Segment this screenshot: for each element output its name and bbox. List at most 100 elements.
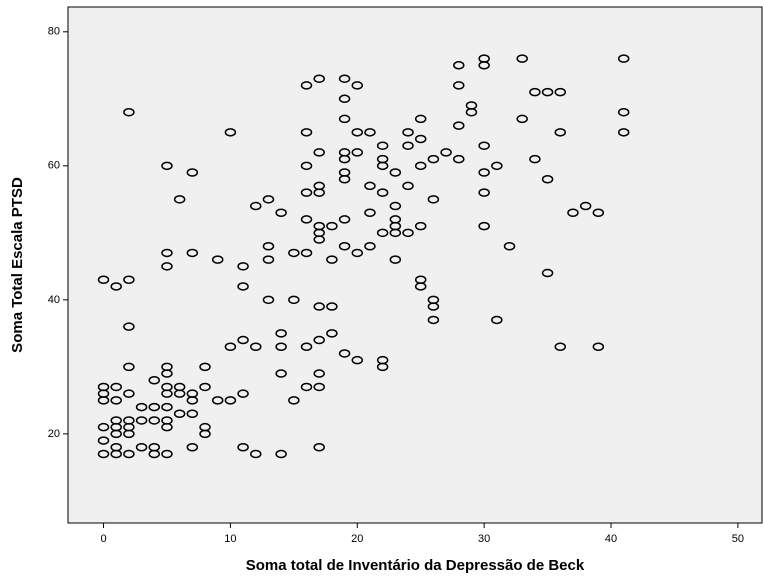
x-tick-label: 20: [351, 533, 363, 545]
point: [275, 369, 287, 378]
point: [541, 174, 554, 184]
point: [414, 221, 427, 231]
point: [478, 61, 490, 70]
point: [250, 342, 262, 352]
point: [313, 148, 325, 157]
point: [478, 141, 490, 150]
point: [402, 141, 414, 150]
point: [173, 389, 186, 398]
point: [262, 195, 275, 204]
point: [275, 329, 287, 338]
point: [529, 87, 541, 97]
point: [148, 449, 161, 459]
point: [148, 416, 161, 425]
point: [351, 248, 364, 258]
point: [338, 349, 351, 358]
point: [338, 154, 351, 164]
point: [579, 201, 592, 211]
point: [224, 396, 237, 405]
point: [313, 382, 325, 392]
point: [123, 429, 135, 439]
point: [313, 235, 325, 244]
point: [414, 114, 427, 124]
point: [453, 81, 465, 90]
point: [313, 335, 325, 345]
point: [161, 161, 173, 171]
y-tick-label: 80: [48, 26, 60, 38]
x-tick-label: 0: [100, 533, 106, 545]
x-tick-label: 30: [478, 533, 490, 545]
point: [237, 282, 249, 291]
point: [364, 208, 376, 217]
point: [313, 369, 325, 378]
point: [554, 87, 567, 97]
point: [376, 141, 389, 150]
point: [326, 255, 338, 264]
point: [300, 215, 313, 224]
point: [262, 255, 275, 264]
point: [123, 275, 135, 284]
point: [161, 402, 173, 412]
point: [224, 128, 237, 137]
point: [326, 302, 338, 311]
point: [338, 215, 351, 224]
point: [275, 449, 287, 459]
point: [516, 54, 528, 63]
point: [161, 262, 173, 271]
point: [376, 362, 389, 372]
point: [237, 389, 249, 398]
point: [453, 61, 465, 70]
point: [110, 282, 122, 291]
point: [313, 74, 325, 83]
point: [123, 362, 135, 372]
point: [186, 396, 199, 405]
point: [478, 188, 490, 197]
point: [351, 81, 364, 90]
point: [161, 389, 173, 398]
point: [300, 128, 313, 137]
point: [161, 369, 173, 378]
point: [541, 87, 554, 97]
point: [478, 168, 490, 177]
point: [351, 128, 364, 137]
point: [351, 355, 364, 365]
point: [237, 443, 249, 452]
point: [110, 429, 122, 439]
point: [250, 201, 262, 211]
point: [617, 54, 630, 63]
point: [123, 449, 135, 459]
y-tick-label: 60: [48, 160, 60, 172]
point: [541, 268, 554, 278]
point: [224, 342, 237, 352]
point: [427, 195, 440, 204]
point: [262, 241, 275, 251]
point: [326, 329, 338, 338]
point: [427, 302, 440, 311]
point: [364, 128, 376, 137]
point: [237, 335, 249, 345]
point: [300, 188, 313, 197]
point: [491, 161, 503, 171]
y-tick-label: 20: [48, 428, 60, 440]
point: [338, 114, 351, 124]
x-tick-label: 40: [605, 533, 617, 545]
x-tick-label: 10: [224, 533, 236, 545]
point: [275, 342, 287, 352]
point: [211, 396, 224, 405]
plot-area: [67, 6, 763, 524]
point: [135, 416, 148, 425]
point: [123, 107, 135, 117]
point: [376, 228, 389, 238]
point: [440, 148, 452, 157]
point: [364, 241, 376, 251]
point: [465, 107, 478, 117]
point: [313, 443, 325, 452]
point: [148, 402, 161, 412]
point: [123, 322, 135, 331]
point: [592, 208, 605, 217]
point: [300, 342, 313, 352]
point: [186, 248, 199, 258]
point: [173, 409, 186, 419]
point: [567, 208, 579, 217]
point: [491, 315, 503, 325]
